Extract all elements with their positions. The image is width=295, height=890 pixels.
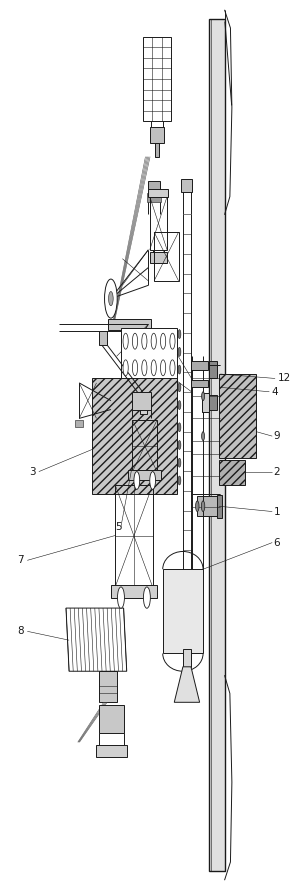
Bar bbox=[121, 328, 177, 381]
Bar bbox=[155, 143, 159, 157]
Bar bbox=[132, 392, 151, 409]
Circle shape bbox=[196, 501, 199, 512]
Circle shape bbox=[170, 360, 175, 376]
Polygon shape bbox=[163, 570, 203, 653]
Bar bbox=[209, 395, 217, 409]
Circle shape bbox=[123, 333, 128, 349]
Circle shape bbox=[132, 360, 137, 376]
Bar bbox=[96, 745, 127, 757]
Bar bbox=[115, 485, 153, 587]
Text: 4: 4 bbox=[271, 387, 278, 397]
Circle shape bbox=[104, 279, 117, 318]
Bar bbox=[128, 470, 161, 481]
Circle shape bbox=[178, 458, 181, 467]
Circle shape bbox=[201, 432, 204, 441]
Bar bbox=[219, 460, 245, 485]
Circle shape bbox=[134, 472, 140, 490]
Circle shape bbox=[142, 360, 147, 376]
Bar bbox=[148, 190, 168, 197]
Bar bbox=[142, 36, 171, 121]
Bar bbox=[183, 649, 191, 667]
Circle shape bbox=[178, 347, 181, 356]
Bar bbox=[99, 705, 124, 733]
Circle shape bbox=[151, 360, 156, 376]
Bar bbox=[209, 360, 217, 378]
Text: 12: 12 bbox=[278, 374, 291, 384]
Bar bbox=[99, 331, 106, 344]
Bar bbox=[99, 671, 117, 702]
Bar bbox=[140, 396, 147, 414]
Circle shape bbox=[178, 476, 181, 485]
Bar bbox=[150, 197, 167, 250]
Text: 6: 6 bbox=[274, 538, 280, 547]
Circle shape bbox=[201, 392, 204, 401]
Bar bbox=[147, 193, 161, 202]
Circle shape bbox=[132, 333, 137, 349]
Circle shape bbox=[150, 472, 155, 490]
Circle shape bbox=[178, 423, 181, 432]
Bar bbox=[108, 319, 151, 329]
Circle shape bbox=[178, 329, 181, 338]
Bar bbox=[191, 380, 208, 387]
Circle shape bbox=[178, 400, 181, 409]
Circle shape bbox=[170, 333, 175, 349]
Bar bbox=[209, 19, 225, 871]
Bar bbox=[150, 127, 164, 143]
Bar bbox=[217, 495, 222, 518]
Bar bbox=[75, 420, 83, 427]
Bar bbox=[219, 374, 256, 458]
Bar bbox=[181, 179, 192, 192]
Circle shape bbox=[109, 292, 113, 305]
Circle shape bbox=[143, 587, 150, 608]
Bar bbox=[92, 378, 177, 494]
Bar bbox=[154, 232, 178, 281]
Polygon shape bbox=[174, 667, 200, 702]
Circle shape bbox=[201, 501, 205, 512]
Circle shape bbox=[123, 360, 128, 376]
Text: 1: 1 bbox=[274, 506, 280, 516]
Bar bbox=[111, 586, 157, 597]
Text: 9: 9 bbox=[274, 431, 280, 441]
Circle shape bbox=[178, 441, 181, 449]
Text: 8: 8 bbox=[17, 627, 24, 636]
Text: 3: 3 bbox=[29, 466, 35, 477]
Text: 2: 2 bbox=[274, 466, 280, 477]
Circle shape bbox=[142, 333, 147, 349]
Bar bbox=[197, 497, 219, 516]
Bar bbox=[191, 360, 208, 369]
Text: 7: 7 bbox=[17, 555, 24, 565]
Circle shape bbox=[160, 333, 166, 349]
Bar bbox=[202, 392, 209, 412]
Circle shape bbox=[117, 587, 124, 608]
Circle shape bbox=[151, 333, 156, 349]
Bar bbox=[132, 420, 157, 472]
Bar bbox=[150, 253, 167, 263]
Circle shape bbox=[160, 360, 166, 376]
Circle shape bbox=[178, 365, 181, 374]
Bar bbox=[148, 181, 160, 197]
Polygon shape bbox=[66, 608, 127, 671]
Circle shape bbox=[178, 383, 181, 392]
Text: 5: 5 bbox=[115, 522, 122, 531]
